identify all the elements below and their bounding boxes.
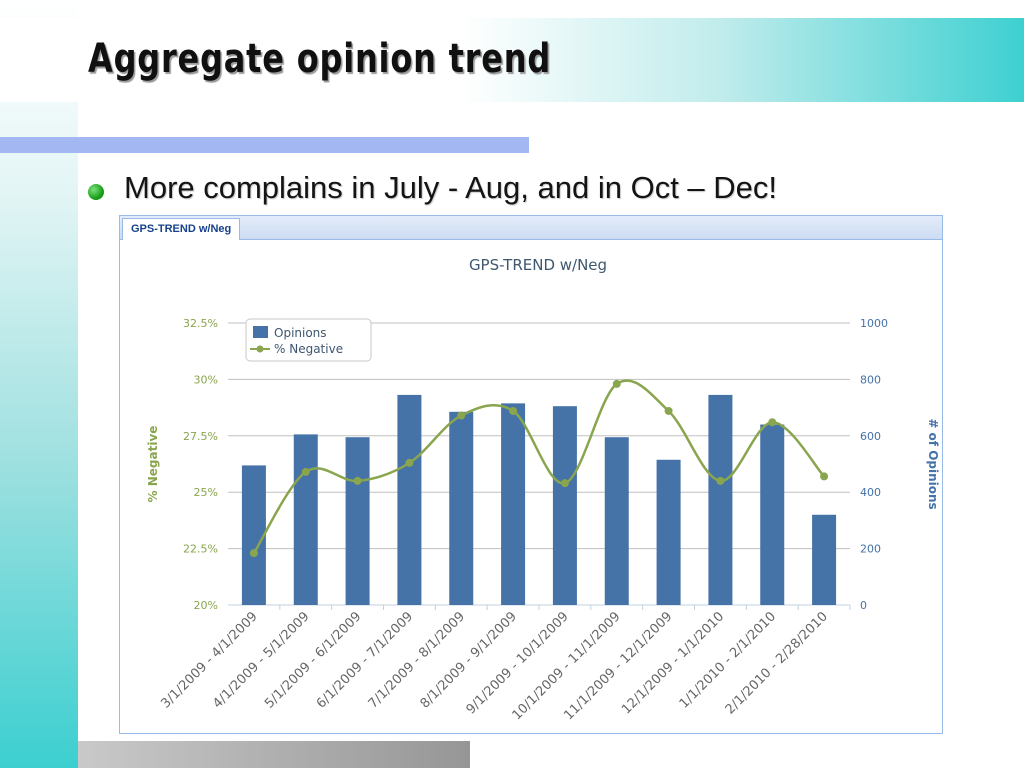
y-right-tick-label: 800 xyxy=(860,373,881,386)
x-tick-label: 4/1/2009 - 5/1/2009 xyxy=(210,609,312,711)
bar-opinions xyxy=(397,394,422,605)
left-decor-band xyxy=(0,0,78,768)
y-left-axis-title: % Negative xyxy=(146,426,160,503)
slide-title: Aggregate opinion trend xyxy=(88,36,552,82)
y-right-tick-label: 0 xyxy=(860,599,867,612)
bar-opinions xyxy=(760,424,785,605)
legend-label-opinions: Opinions xyxy=(274,326,327,340)
line-point-pct-negative xyxy=(509,406,518,415)
title-decor-band xyxy=(0,18,1024,102)
y-right-tick-label: 600 xyxy=(860,430,881,443)
chart-title: GPS-TREND w/Neg xyxy=(469,256,607,274)
footer-decor-bar xyxy=(78,741,470,768)
line-point-pct-negative xyxy=(457,411,466,420)
y-left-tick-label: 22.5% xyxy=(183,543,218,556)
bar-opinions xyxy=(812,514,837,605)
line-point-pct-negative xyxy=(664,406,673,415)
x-tick-label: 12/1/2009 - 1/1/2010 xyxy=(619,609,727,717)
bar-opinions xyxy=(604,437,629,605)
line-point-pct-negative xyxy=(301,467,310,476)
bar-opinions xyxy=(345,437,370,605)
y-right-tick-label: 1000 xyxy=(860,317,888,330)
legend-swatch-opinions xyxy=(253,326,268,338)
x-tick-label: 8/1/2009 - 9/1/2009 xyxy=(418,609,520,711)
y-right-axis-title: # of Opinions xyxy=(926,418,940,509)
title-underline-bar xyxy=(0,137,529,153)
line-point-pct-negative xyxy=(249,549,258,558)
x-tick-label: 3/1/2009 - 4/1/2009 xyxy=(158,609,260,711)
bar-opinions xyxy=(501,403,526,605)
y-right-tick-label: 400 xyxy=(860,486,881,499)
bullet-dot-icon xyxy=(88,184,104,200)
bar-opinions xyxy=(449,411,474,605)
line-point-pct-negative xyxy=(405,458,414,467)
y-right-tick-label: 200 xyxy=(860,543,881,556)
x-tick-label: 2/1/2010 - 2/28/2010 xyxy=(723,609,831,717)
line-point-pct-negative xyxy=(820,472,829,481)
bar-opinions xyxy=(241,465,266,605)
line-point-pct-negative xyxy=(612,379,621,388)
y-left-tick-label: 32.5% xyxy=(183,317,218,330)
line-pct-negative xyxy=(252,379,826,554)
x-tick-label: 1/1/2010 - 2/1/2010 xyxy=(677,609,779,711)
x-tick-label: 5/1/2009 - 6/1/2009 xyxy=(262,609,364,711)
x-tick-label: 6/1/2009 - 7/1/2009 xyxy=(314,609,416,711)
line-point-pct-negative xyxy=(768,418,777,427)
x-tick-label: 9/1/2009 - 10/1/2009 xyxy=(464,609,572,717)
bar-opinions xyxy=(656,459,681,605)
tab-gps-trend[interactable]: GPS-TREND w/Neg xyxy=(122,218,241,240)
line-point-pct-negative xyxy=(560,479,569,488)
legend-marker-pct-negative xyxy=(256,345,264,353)
panel-tabstrip: GPS-TREND w/Neg xyxy=(120,216,942,240)
line-point-pct-negative xyxy=(353,476,362,485)
bullet-text: More complains in July - Aug, and in Oct… xyxy=(124,170,778,205)
y-left-tick-label: 30% xyxy=(194,373,218,386)
y-left-tick-label: 27.5% xyxy=(183,430,218,443)
x-tick-label: 7/1/2009 - 8/1/2009 xyxy=(366,609,468,711)
bar-opinions xyxy=(708,394,733,605)
legend-label-pct-negative: % Negative xyxy=(274,342,343,356)
line-point-pct-negative xyxy=(716,476,725,485)
y-left-tick-label: 25% xyxy=(194,486,218,499)
y-left-tick-label: 20% xyxy=(194,599,218,612)
bar-opinions xyxy=(293,434,318,605)
bar-opinions xyxy=(552,406,577,605)
legend-box xyxy=(245,318,372,362)
